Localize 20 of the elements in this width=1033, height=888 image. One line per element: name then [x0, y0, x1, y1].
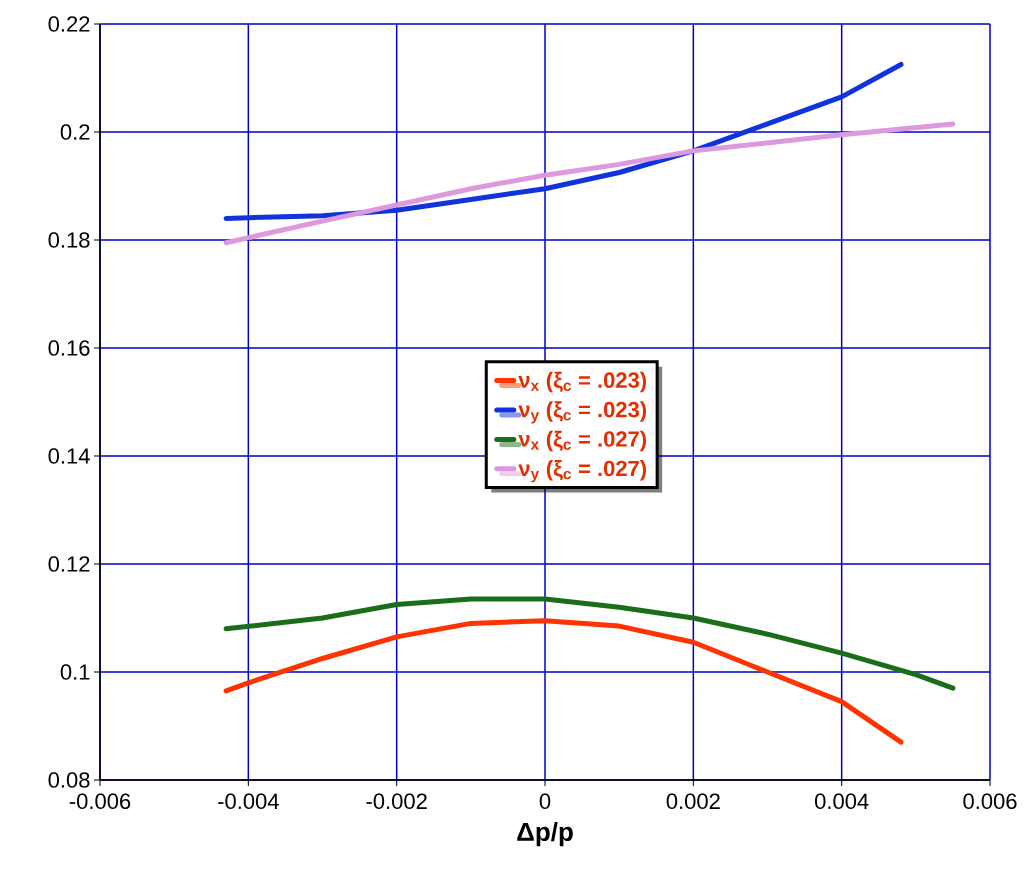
- x-tick-label: 0.004: [815, 793, 869, 810]
- y-tick-label: 0.2: [60, 124, 90, 140]
- legend-label: ν$_{x}$ (ξ$_{c}$ = .023): [518, 371, 647, 393]
- x-tick-label: -0.002: [366, 793, 427, 810]
- x-tick-label: 0: [539, 793, 551, 810]
- legend-label: ν$_{y}$ (ξ$_{c}$ = .027): [518, 460, 647, 483]
- x-tick-label: 0.002: [666, 793, 720, 810]
- y-tick-label: 0.14: [48, 448, 90, 464]
- x-axis-title: Δp/p: [517, 821, 573, 847]
- legend-label: ν$_{y}$ (ξ$_{c}$ = .023): [518, 401, 647, 424]
- y-tick-label: 0.18: [48, 232, 90, 248]
- x-tick-label: 0.006: [963, 793, 1017, 810]
- y-tick-label: 0.08: [48, 772, 90, 788]
- y-tick-label: 0.22: [48, 16, 90, 32]
- legend-label: ν$_{x}$ (ξ$_{c}$ = .027): [518, 430, 647, 452]
- x-tick-label: -0.004: [218, 793, 279, 810]
- y-tick-label: 0.12: [48, 556, 90, 572]
- y-tick-label: 0.16: [48, 340, 90, 356]
- x-tick-label: -0.006: [69, 793, 131, 810]
- y-tick-label: 0.1: [60, 664, 90, 680]
